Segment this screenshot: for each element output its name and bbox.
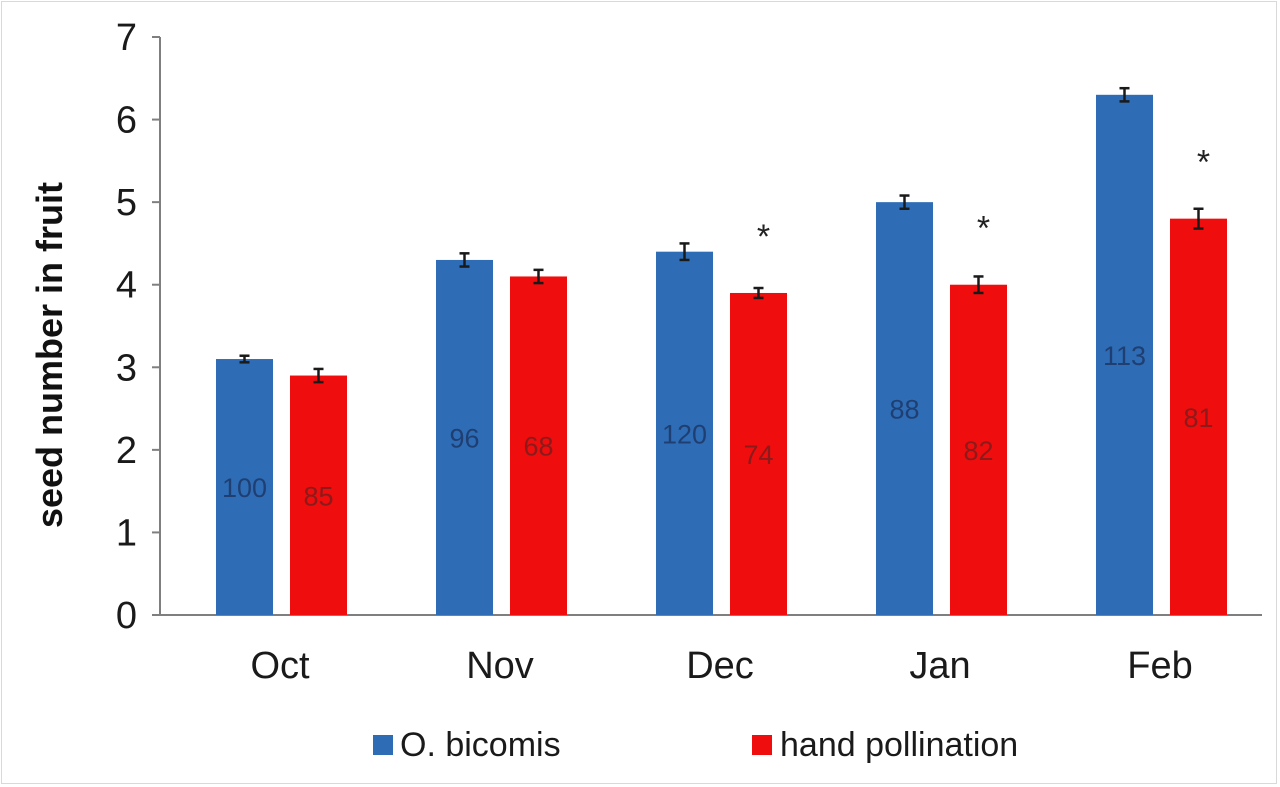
sample-size-label: 81 bbox=[1183, 403, 1213, 433]
significance-marker: * bbox=[977, 210, 990, 248]
legend-swatch bbox=[752, 735, 772, 755]
y-tick-label: 2 bbox=[116, 430, 137, 472]
x-tick-label: Jan bbox=[909, 645, 970, 687]
bars-group: 100 85 96 68 120 74 * 88 82 * 113 81 * bbox=[216, 86, 1227, 616]
bar bbox=[436, 259, 493, 615]
bar bbox=[216, 359, 273, 615]
y-tick-label: 7 bbox=[116, 17, 137, 59]
y-tick-label: 3 bbox=[116, 347, 137, 389]
sample-size-label: 120 bbox=[662, 419, 707, 449]
y-axis-label: seed number in fruit bbox=[29, 182, 70, 528]
y-tick-label: 4 bbox=[116, 265, 137, 307]
sample-size-label: 113 bbox=[1103, 341, 1146, 371]
y-tick-label: 5 bbox=[116, 182, 137, 224]
bar bbox=[1170, 218, 1227, 615]
x-tick-label: Nov bbox=[466, 645, 534, 687]
bar bbox=[510, 276, 567, 615]
legend-label: hand pollination bbox=[780, 726, 1018, 764]
sample-size-label: 88 bbox=[889, 395, 919, 425]
legend: O. bicomis hand pollination bbox=[373, 726, 1018, 764]
sample-size-label: 85 bbox=[303, 481, 333, 511]
y-tick-label: 1 bbox=[116, 512, 137, 554]
sample-size-label: 96 bbox=[449, 423, 479, 453]
y-tick-label: 6 bbox=[116, 100, 137, 142]
x-tick-label: Dec bbox=[686, 645, 754, 687]
x-tick-label: Oct bbox=[250, 645, 310, 687]
x-axis-labels: Oct Nov Dec Jan Feb bbox=[250, 645, 1192, 687]
bar bbox=[290, 375, 347, 615]
y-tick-label: 0 bbox=[116, 595, 137, 637]
bar bbox=[1096, 94, 1153, 616]
sample-size-label: 100 bbox=[222, 473, 267, 503]
bar bbox=[876, 202, 933, 615]
sample-size-label: 68 bbox=[523, 432, 553, 462]
y-axis: 0 1 2 3 4 5 6 7 bbox=[116, 17, 1262, 637]
bar bbox=[950, 284, 1007, 615]
sample-size-label: 82 bbox=[963, 436, 993, 466]
significance-marker: * bbox=[757, 218, 770, 256]
significance-marker: * bbox=[1197, 144, 1210, 182]
x-tick-label: Feb bbox=[1127, 645, 1192, 687]
bar bbox=[730, 292, 787, 615]
legend-swatch bbox=[373, 735, 393, 755]
sample-size-label: 74 bbox=[743, 440, 773, 470]
bar bbox=[656, 251, 713, 615]
legend-label: O. bicomis bbox=[400, 726, 561, 764]
